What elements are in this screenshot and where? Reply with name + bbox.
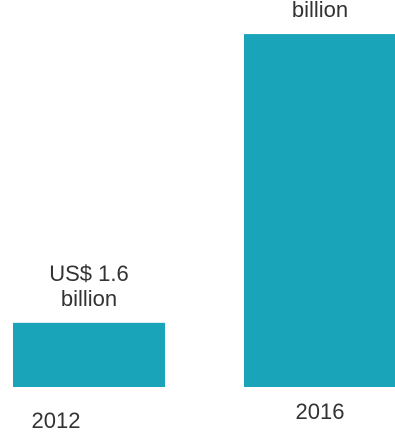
bar-2016 (244, 34, 395, 388)
x-tick-label-2012: 2012 (32, 408, 81, 432)
bar-2012 (13, 322, 165, 387)
data-label-2012: US$ 1.6 billion (49, 261, 129, 311)
x-tick-label-2016: 2016 (296, 399, 345, 424)
data-label-line: billion (292, 0, 348, 22)
data-label-line: billion (61, 286, 117, 311)
data-label-2016: US$ 8.8billion (280, 0, 360, 22)
data-label-line: US$ 1.6 (49, 261, 129, 286)
